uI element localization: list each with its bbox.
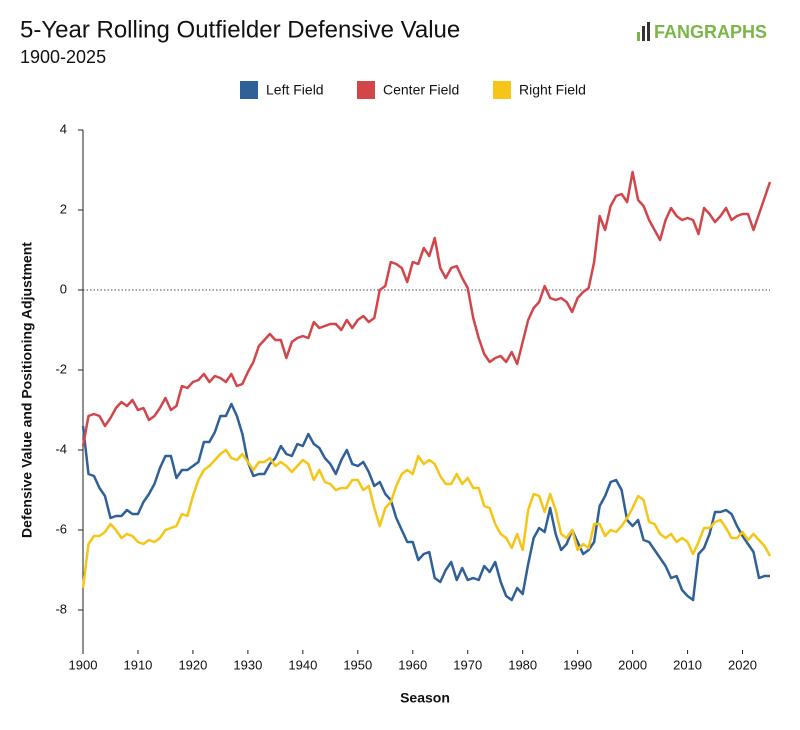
y-tick-label: -2	[55, 361, 67, 376]
x-tick-label: 2000	[618, 657, 647, 672]
legend-swatch	[240, 81, 258, 99]
x-tick-label: 1990	[563, 657, 592, 672]
y-tick-label: 2	[60, 201, 67, 216]
x-tick-label: 1930	[233, 657, 262, 672]
legend-swatch	[493, 81, 511, 99]
legend-label: Left Field	[266, 82, 324, 98]
logo: FANGRAPHS	[637, 22, 767, 42]
x-tick-label: 1970	[453, 657, 482, 672]
legend-label: Right Field	[519, 82, 586, 98]
series-line	[81, 402, 770, 602]
logo-text: FANGRAPHS	[654, 22, 767, 42]
x-tick-label: 1940	[288, 657, 317, 672]
series-line	[81, 170, 772, 447]
y-tick-label: -8	[55, 601, 67, 616]
y-tick-label: -4	[55, 441, 67, 456]
logo-bar	[637, 32, 640, 41]
x-tick-label: 1980	[508, 657, 537, 672]
chart-title: 5-Year Rolling Outfielder Defensive Valu…	[20, 16, 460, 43]
series-line	[81, 448, 772, 589]
x-tick-label: 2020	[728, 657, 757, 672]
y-tick-label: 0	[60, 281, 67, 296]
y-tick-label: 4	[60, 121, 67, 136]
x-tick-label: 1920	[178, 657, 207, 672]
y-tick-label: -6	[55, 521, 67, 536]
x-axis-label: Season	[400, 690, 450, 706]
logo-bar	[642, 26, 645, 41]
legend-label: Center Field	[383, 82, 459, 98]
x-tick-label: 1910	[123, 657, 152, 672]
x-tick-label: 1900	[69, 657, 98, 672]
chart-subtitle: 1900-2025	[20, 47, 106, 67]
x-tick-label: 1950	[343, 657, 372, 672]
y-axis-label: Defensive Value and Positioning Adjustme…	[19, 242, 35, 538]
x-tick-label: 2010	[673, 657, 702, 672]
legend-swatch	[357, 81, 375, 99]
x-tick-label: 1960	[398, 657, 427, 672]
logo-bar	[647, 22, 650, 41]
